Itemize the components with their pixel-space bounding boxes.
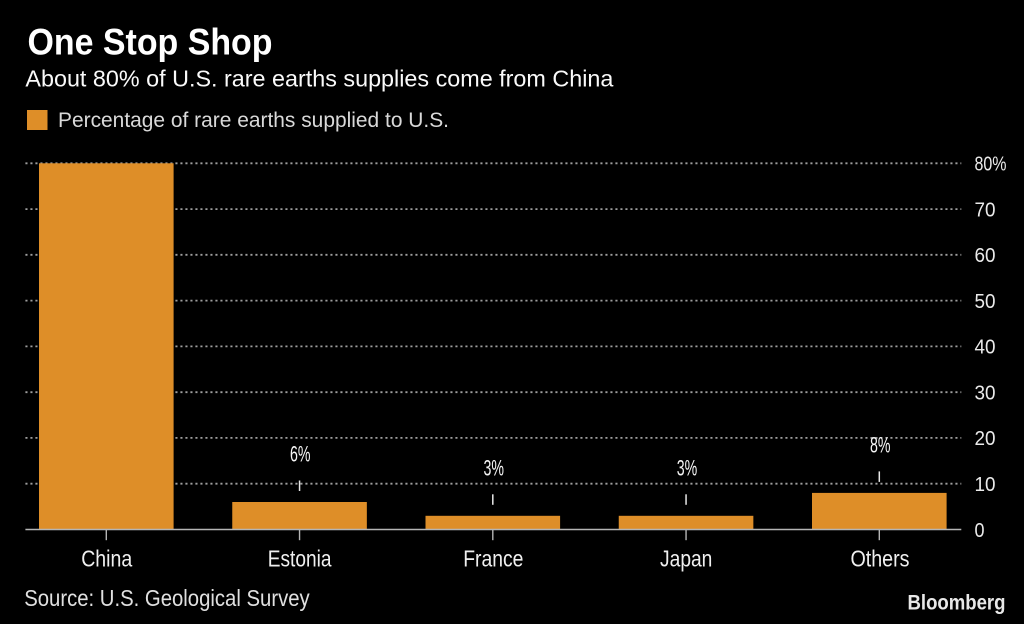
svg-text:50: 50: [975, 291, 996, 313]
svg-text:Percentage of rare earths supp: Percentage of rare earths supplied to U.…: [58, 109, 449, 132]
svg-text:0: 0: [975, 520, 985, 542]
svg-text:10: 10: [975, 474, 996, 496]
svg-text:30: 30: [975, 382, 996, 404]
svg-text:40: 40: [975, 337, 996, 359]
svg-text:3%: 3%: [484, 455, 505, 480]
svg-text:80%: 80%: [975, 154, 1007, 176]
svg-text:60: 60: [975, 245, 996, 267]
svg-text:Japan: Japan: [660, 546, 712, 572]
svg-text:70: 70: [975, 199, 996, 221]
svg-text:France: France: [463, 546, 523, 572]
svg-text:Others: Others: [850, 546, 909, 572]
svg-text:8%: 8%: [870, 432, 891, 457]
svg-text:Estonia: Estonia: [268, 546, 332, 572]
svg-text:Source: U.S. Geological Survey: Source: U.S. Geological Survey: [24, 585, 310, 611]
svg-text:About 80% of U.S. rare earths: About 80% of U.S. rare earths supplies c…: [25, 65, 613, 91]
svg-text:3%: 3%: [677, 455, 698, 480]
svg-text:6%: 6%: [290, 442, 311, 467]
svg-text:One Stop Shop: One Stop Shop: [28, 22, 273, 63]
svg-text:20: 20: [975, 428, 996, 450]
svg-text:Bloomberg: Bloomberg: [908, 590, 1006, 614]
svg-text:China: China: [81, 546, 132, 572]
